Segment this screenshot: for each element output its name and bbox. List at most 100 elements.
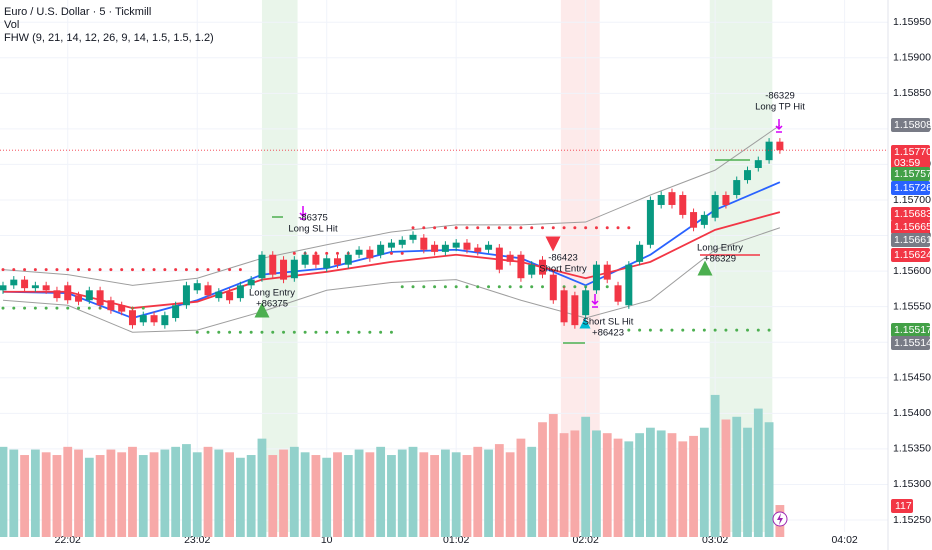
volume-bar bbox=[84, 457, 94, 537]
candle-body bbox=[204, 285, 212, 296]
volume-bar bbox=[149, 452, 159, 537]
volume-bar bbox=[635, 433, 645, 537]
candle-body bbox=[452, 242, 460, 248]
volume-bar bbox=[613, 438, 623, 537]
candle-body bbox=[96, 290, 104, 306]
candle-body bbox=[85, 290, 93, 301]
candle-body bbox=[398, 239, 406, 245]
candle-body bbox=[733, 180, 741, 196]
candle-body bbox=[161, 315, 169, 326]
volume-bar bbox=[538, 422, 547, 537]
candle-body bbox=[625, 264, 633, 306]
annotation: Long Entry bbox=[249, 288, 295, 299]
volume-bar bbox=[656, 430, 666, 537]
volume-bar bbox=[74, 449, 83, 537]
annotation: Long TP Hit bbox=[755, 102, 805, 113]
y-tick-label: 1.15300 bbox=[893, 478, 931, 490]
candle-body bbox=[776, 141, 784, 151]
candle-body bbox=[592, 264, 600, 291]
candle-body bbox=[700, 214, 708, 225]
candle-body bbox=[64, 285, 72, 301]
price-label-box bbox=[891, 181, 930, 195]
volume-bar bbox=[257, 438, 267, 537]
candle-body bbox=[215, 291, 223, 299]
candle-body bbox=[441, 244, 449, 252]
candle-body bbox=[0, 285, 7, 291]
exit-arrow bbox=[775, 119, 783, 133]
volume-bar bbox=[311, 455, 321, 537]
volume-bar bbox=[387, 455, 396, 537]
candle-body bbox=[182, 285, 190, 306]
volume-bar bbox=[160, 449, 170, 537]
candle-body bbox=[603, 264, 611, 280]
y-tick-label: 1.15400 bbox=[893, 407, 931, 419]
volume-bar bbox=[30, 449, 40, 537]
candle-body bbox=[495, 247, 503, 270]
volume-bar bbox=[279, 449, 288, 537]
volume-bar bbox=[300, 452, 310, 537]
candle-body bbox=[323, 258, 331, 269]
signal-triangle bbox=[697, 260, 713, 276]
volume-bar bbox=[753, 408, 763, 537]
volume-bar bbox=[462, 455, 472, 537]
volume-bar bbox=[397, 449, 407, 537]
volume-bar bbox=[581, 416, 591, 537]
price-label: 1.15808 bbox=[894, 119, 932, 131]
candle-body bbox=[387, 242, 395, 248]
volume-bar bbox=[235, 457, 245, 537]
candle-body bbox=[247, 279, 255, 286]
candle-body bbox=[226, 291, 234, 301]
price-label: 1.15770 bbox=[894, 146, 932, 158]
volume-bar bbox=[430, 455, 439, 537]
candle-body bbox=[657, 195, 665, 205]
candle-body bbox=[269, 254, 277, 275]
candle-body bbox=[474, 247, 482, 252]
volume-bar bbox=[408, 446, 418, 537]
candle-body bbox=[75, 295, 83, 302]
candle-body bbox=[636, 244, 644, 262]
volume-bar bbox=[354, 449, 364, 537]
volume-bar bbox=[171, 446, 181, 537]
volume-bar bbox=[678, 441, 688, 537]
volume-label-box bbox=[891, 499, 913, 513]
signal-triangle bbox=[254, 302, 270, 318]
candle-body bbox=[236, 285, 244, 299]
y-tick-label: 1.15350 bbox=[893, 443, 931, 455]
candle-body bbox=[690, 212, 698, 228]
candle-body bbox=[344, 254, 352, 265]
volume-label: 117 bbox=[895, 500, 912, 512]
y-tick-label: 1.15950 bbox=[893, 16, 931, 28]
price-label-box bbox=[891, 118, 930, 132]
volume-bar bbox=[138, 455, 148, 537]
candle-body bbox=[31, 285, 39, 289]
volume-bar bbox=[602, 433, 612, 537]
volume-bar bbox=[9, 449, 19, 537]
price-label: 1.15514 bbox=[894, 337, 932, 349]
volume-bar bbox=[225, 452, 234, 537]
candle-body bbox=[679, 195, 687, 215]
annotation: +86375 bbox=[256, 299, 288, 310]
candle-body bbox=[10, 279, 18, 286]
candle-body bbox=[668, 192, 676, 205]
volume-bar bbox=[192, 452, 202, 537]
candle-body bbox=[107, 300, 115, 311]
annotation: -86329 bbox=[765, 91, 795, 102]
candle-body bbox=[463, 242, 471, 250]
y-tick-label: 1.15700 bbox=[893, 194, 931, 206]
y-tick-label: 1.15850 bbox=[893, 87, 931, 99]
volume-bar bbox=[721, 419, 731, 537]
annotation: Long SL Hit bbox=[288, 224, 338, 235]
volume-bar bbox=[516, 438, 526, 537]
candle-body bbox=[560, 290, 568, 323]
annotation: Short Entry bbox=[539, 264, 587, 275]
candle-body bbox=[711, 195, 719, 218]
price-label: 1.15624 bbox=[894, 249, 932, 261]
exit-arrow bbox=[299, 206, 307, 220]
price-label-box bbox=[891, 323, 930, 337]
candle-body bbox=[258, 254, 266, 279]
price-label: 1.15661 bbox=[894, 234, 932, 246]
candle-body bbox=[765, 141, 773, 161]
annotation: Short SL Hit bbox=[583, 317, 634, 328]
volume-bar bbox=[52, 455, 62, 537]
